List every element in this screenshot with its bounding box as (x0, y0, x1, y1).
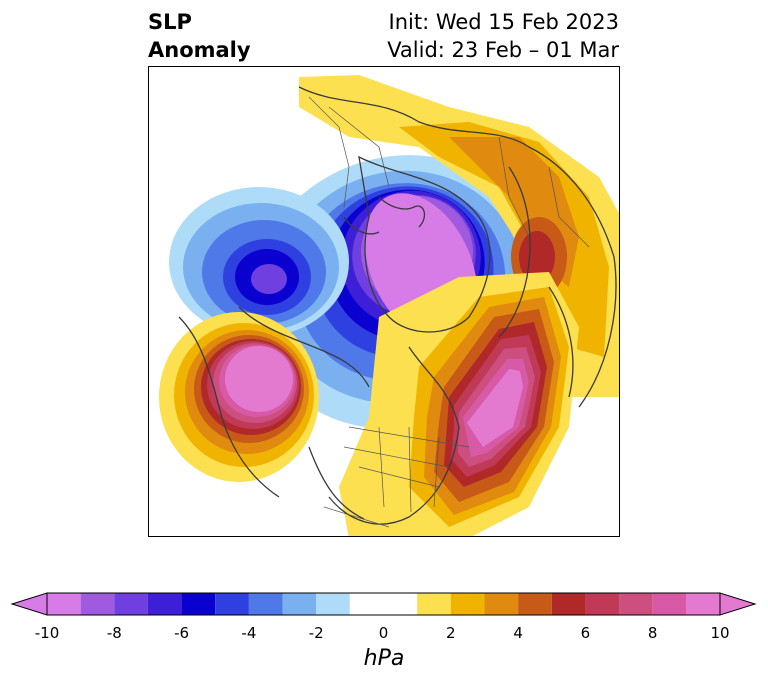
colorbar-tick-label: -2 (308, 624, 324, 642)
colorbar-segment (686, 593, 720, 615)
colorbar-tick-label: 6 (580, 624, 591, 642)
colorbar-segment (316, 593, 350, 615)
colorbar-extend-high (719, 592, 757, 616)
colorbar-segments (47, 593, 720, 615)
valid-date-label: Valid: 23 Feb – 01 Mar (387, 38, 619, 62)
colorbar-segment (349, 593, 418, 615)
colorbar-segment (417, 593, 451, 615)
colorbar-tick-label: -8 (106, 624, 122, 642)
country-borders (308, 96, 590, 528)
init-date-label: Init: Wed 15 Feb 2023 (388, 10, 619, 34)
colorbar-tick-label: 4 (513, 624, 523, 642)
colorbar-tick-label: 8 (647, 624, 658, 642)
colorbar-tick-label: -6 (174, 624, 190, 642)
slp-anomaly-map (148, 66, 620, 537)
colorbar-segment (282, 593, 317, 615)
colorbar-segment (80, 593, 115, 615)
title-variable-type: Anomaly (148, 38, 251, 62)
colorbar (10, 592, 757, 616)
colorbar-segment (114, 593, 148, 615)
colorbar-tick-label: -10 (34, 624, 60, 642)
map-title: SLP Anomaly (148, 8, 251, 64)
colorbar-segment (147, 593, 182, 615)
title-variable: SLP (148, 10, 192, 34)
colorbar-tick-label: -4 (241, 624, 257, 642)
negative-anomaly-atlantic (169, 187, 349, 337)
colorbar-segment (215, 593, 249, 615)
colorbar-extend-low (10, 592, 48, 616)
colorbar-segment (181, 593, 216, 615)
map-dates: Init: Wed 15 Feb 2023 Valid: 23 Feb – 01… (387, 8, 619, 64)
colorbar-outline (46, 592, 721, 616)
colorbar-tick-label: 10 (710, 624, 730, 642)
colorbar-segment (585, 593, 620, 615)
positive-anomaly-pacific (339, 272, 579, 536)
colorbar-segment (47, 593, 81, 615)
positive-anomaly-eastern-canada (159, 312, 319, 482)
colorbar-segment (518, 593, 552, 615)
colorbar-segment (619, 593, 653, 615)
colorbar-unit-label: hPa (363, 646, 405, 671)
colorbar-segment (484, 593, 519, 615)
colorbar-segment (652, 593, 687, 615)
colorbar-segment (450, 593, 485, 615)
colorbar-tick-label: 0 (378, 624, 389, 642)
colorbar-segment (248, 593, 283, 615)
colorbar-tick-label: 2 (446, 624, 456, 642)
coastlines (178, 86, 617, 525)
colorbar-segment (551, 593, 586, 615)
